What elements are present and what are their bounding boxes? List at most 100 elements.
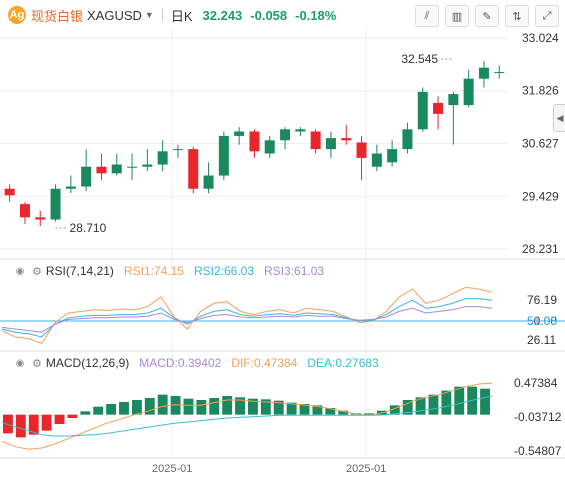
indicator-tool-icon[interactable]: ⫽ — [415, 5, 439, 27]
macd-histogram-bar — [15, 414, 26, 438]
rsi1-line — [1, 286, 493, 345]
macd-histogram-bar — [299, 404, 310, 415]
macd-title: MACD(12,26,9) — [45, 356, 130, 370]
rsi-tick-label: 76.19 — [527, 293, 557, 307]
candle-body — [310, 131, 321, 150]
chevron-down-icon[interactable]: ▼ — [144, 10, 154, 20]
chevron-left-icon[interactable]: ◀ — [553, 104, 565, 132]
candle-body — [417, 91, 428, 130]
rsi3-value: RSI3:61.03 — [264, 264, 325, 278]
macd-histogram-bar — [312, 405, 323, 415]
macd-histogram-bar — [119, 402, 129, 415]
candle-body — [172, 149, 183, 151]
macd-value: MACD:0.39402 — [139, 356, 222, 370]
candle-body — [142, 164, 153, 167]
macd-histogram-bar — [183, 398, 194, 415]
macd-histogram-bar — [196, 400, 207, 415]
candle-body — [218, 135, 229, 176]
compare-icon[interactable]: ⇅ — [505, 5, 529, 27]
candle-body — [433, 102, 444, 114]
macd-histogram-bar — [106, 404, 117, 415]
macd-histogram-bar — [157, 394, 168, 415]
macd-histogram-bar — [54, 414, 65, 424]
candle-body — [35, 217, 46, 220]
candle-body — [264, 140, 275, 154]
candle-body — [463, 78, 474, 106]
draw-tool-icon[interactable]: ✎ — [475, 5, 499, 27]
candle-body — [50, 188, 61, 220]
macd-histogram-bar — [41, 414, 52, 431]
gear-icon[interactable]: ⚙ — [32, 357, 42, 370]
candle-body — [81, 166, 92, 187]
macd-histogram-bar — [454, 386, 465, 415]
price-tick-label: 33.024 — [522, 31, 559, 45]
candle-body — [157, 151, 168, 165]
x-axis-date-label: 2025-01 — [346, 463, 386, 475]
macd-histogram-bar — [260, 399, 271, 415]
macd-histogram-bar — [93, 406, 104, 415]
candle-body — [448, 94, 459, 106]
macd-histogram-bar — [325, 408, 336, 415]
rsi2-line — [1, 298, 493, 338]
candle-body — [356, 142, 367, 158]
product-name[interactable]: 现货白银 — [31, 8, 84, 24]
macd-histogram-bar — [209, 398, 220, 415]
eye-icon[interactable]: ◉ — [15, 357, 25, 369]
candle-body — [371, 153, 382, 167]
last-price: 32.243 — [202, 7, 243, 23]
eye-icon[interactable]: ◉ — [15, 265, 25, 277]
rsi2-value: RSI2:66.03 — [193, 264, 255, 278]
candle-body — [19, 204, 30, 218]
candle-body — [96, 166, 107, 174]
candle-body — [249, 131, 260, 152]
price-change: -0.058 — [250, 7, 288, 23]
macd-tick-label: 0.47384 — [514, 376, 558, 390]
candle-body — [295, 129, 306, 132]
candle-body — [111, 164, 122, 174]
candle-body — [203, 175, 214, 189]
dif-value: DIF:0.47384 — [231, 356, 298, 370]
macd-histogram-bar — [248, 398, 258, 415]
candle-body — [127, 166, 138, 168]
price-tick-label: 30.627 — [522, 137, 559, 151]
dea-line — [1, 395, 493, 437]
silver-logo-icon: Ag — [8, 6, 26, 24]
candle-body — [4, 188, 15, 196]
macd-histogram-bar — [480, 388, 490, 415]
fullscreen-icon[interactable]: ⤢ — [535, 5, 559, 27]
price-tick-label: 29.429 — [522, 189, 559, 203]
rsi3-line — [1, 306, 493, 333]
macd-histogram-bar — [389, 405, 400, 415]
x-axis-date-label: 2025-01 — [152, 463, 192, 475]
candle-body — [478, 67, 489, 79]
price-tick-label: 28.231 — [522, 242, 559, 256]
price-tick-label: 31.826 — [522, 84, 559, 98]
macd-histogram-bar — [170, 396, 181, 415]
macd-histogram-bar — [364, 413, 374, 415]
symbol-selector[interactable]: XAGUSD — [87, 7, 142, 23]
candle-body — [234, 131, 245, 136]
rsi1-value: RSI1:74.15 — [123, 264, 184, 278]
candle-body — [280, 129, 291, 141]
rsi-title: RSI(7,14,21) — [45, 264, 114, 278]
period-selector[interactable]: 日K — [170, 8, 193, 24]
macd-histogram-bar — [441, 390, 452, 415]
macd-histogram-bar — [235, 397, 245, 415]
divider — [161, 8, 163, 22]
macd-histogram-bar — [415, 397, 426, 415]
gear-icon[interactable]: ⚙ — [32, 265, 42, 278]
candle-body — [341, 138, 352, 141]
macd-histogram-bar — [428, 394, 439, 415]
macd-histogram-bar — [222, 396, 233, 415]
macd-tick-label: -0.03712 — [514, 410, 562, 424]
macd-histogram-bar — [28, 414, 39, 435]
high-price-label: 32.545 — [401, 52, 438, 66]
candle-body — [494, 72, 505, 74]
dea-value: DEA:0.27683 — [307, 356, 379, 370]
macd-histogram-bar — [80, 411, 91, 415]
macd-histogram-bar — [131, 400, 142, 415]
toolbar: ⫽ ▥ ✎ ⇅ ⤢ — [415, 5, 559, 27]
macd-histogram-bar — [402, 400, 413, 415]
chart-type-icon[interactable]: ▥ — [445, 5, 469, 27]
